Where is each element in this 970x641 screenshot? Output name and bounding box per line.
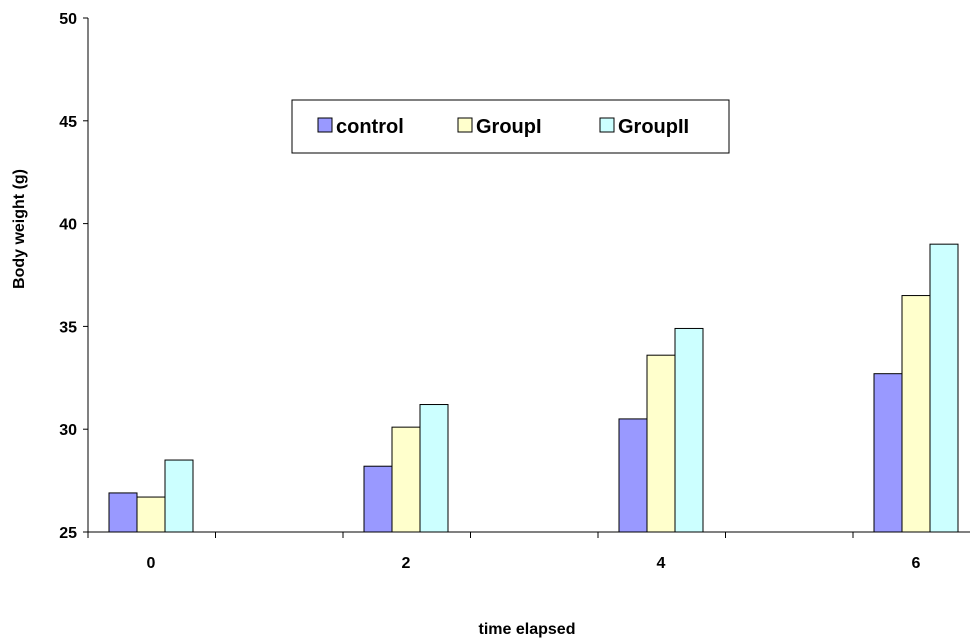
y-axis-title: Body weight (g) (11, 169, 28, 289)
legend-label-groupii: GroupII (618, 116, 689, 138)
legend-box (291, 99, 730, 154)
bars-layer (108, 243, 959, 533)
x-tick-label: 0 (147, 555, 156, 572)
y-tick-label: 25 (59, 525, 77, 542)
y-tick-label: 30 (59, 422, 77, 439)
x-tick-label: 6 (912, 555, 921, 572)
bar-groupi-6 (901, 295, 931, 533)
legend-swatch-groupi (457, 117, 473, 133)
x-tick-label: 4 (657, 555, 666, 572)
bar-groupii-6 (929, 243, 959, 533)
legend-swatch-control (317, 117, 333, 133)
y-tick-label: 45 (59, 114, 77, 131)
bar-control-4 (618, 418, 648, 533)
bar-groupii-2 (419, 404, 449, 533)
legend: control GroupI GroupII (291, 99, 730, 154)
bar-control-0 (108, 492, 138, 533)
x-axis-title: time elapsed (479, 621, 576, 638)
bar-groupi-2 (391, 426, 421, 533)
tick-labels-layer: 25 30 35 40 45 50 0 2 4 6 (59, 11, 920, 572)
axes-layer (83, 17, 970, 538)
bar-groupii-0 (164, 459, 194, 533)
y-tick-label: 35 (59, 319, 77, 336)
bar-groupii-4 (674, 327, 704, 533)
bar-groupi-4 (646, 354, 676, 533)
bar-control-2 (363, 465, 393, 533)
legend-label-groupi: GroupI (476, 116, 542, 138)
y-tick-label: 50 (59, 11, 77, 28)
y-tick-label: 40 (59, 217, 77, 234)
bar-groupi-0 (136, 496, 166, 533)
legend-swatch-groupii (599, 117, 615, 133)
x-tick-label: 2 (402, 555, 411, 572)
legend-label-control: control (336, 116, 404, 138)
bar-control-6 (873, 373, 903, 533)
